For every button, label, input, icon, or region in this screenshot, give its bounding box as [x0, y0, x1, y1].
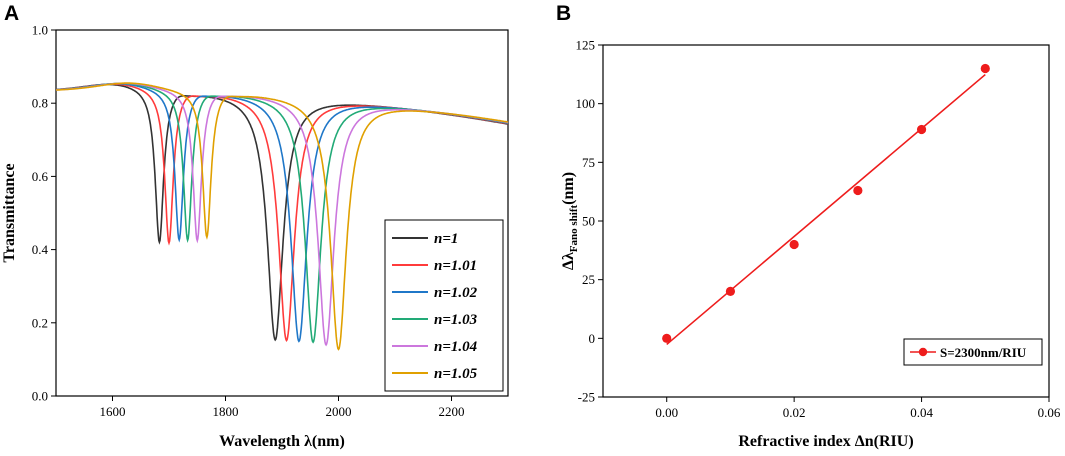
panel-b-points: [662, 63, 990, 343]
panel-b-xlabel: Refractive index Δn(RIU): [738, 433, 913, 450]
panel-b-y-tick-label: 125: [576, 38, 596, 53]
panel-a-y-tick-label: 1.0: [32, 23, 48, 38]
panel-b-x-tick-label: 0.00: [655, 405, 678, 420]
panel-a-label: A: [4, 2, 19, 25]
panel-b-y-tick-label: -25: [578, 390, 595, 405]
panel-a-ylabel: Transmittance: [1, 163, 18, 262]
panel-a-legend-label: n=1.03: [434, 312, 478, 328]
panel-a-legend-label: n=1.05: [434, 366, 478, 382]
panel-b-data-point: [662, 333, 672, 343]
panel-b-y-tick-label: 25: [582, 272, 595, 287]
panel-b-label: B: [556, 2, 571, 25]
panel-a-x-tick-label: 2200: [439, 404, 465, 419]
panel-a-frame: [55, 29, 509, 397]
panel-a-legend-entries: n=1 n=1.01 n=1.02 n=1.03 n=1.04 n=1.05: [392, 231, 478, 382]
panel-b-y-ticks: -25 0 25 50 75 100 125: [576, 38, 603, 405]
panel-a-legend-label: n=1.04: [434, 339, 478, 355]
panel-b-x-tick-label: 0.06: [1038, 405, 1061, 420]
panel-b-legend: S=2300nm/RIU: [903, 338, 1043, 366]
panel-a-legend: n=1 n=1.01 n=1.02 n=1.03 n=1.04 n=1.05: [384, 219, 504, 392]
panel-b-ylabel-sub: Fano shift: [568, 204, 580, 252]
panel-a-y-tick-label: 0.4: [32, 242, 49, 257]
panel-b-y-tick-label: 0: [589, 331, 596, 346]
panel-a-x-tick-label: 1600: [100, 404, 126, 419]
panel-b-x-ticks: 0.00 0.02 0.04 0.06: [655, 397, 1061, 420]
panel-a-legend-box: [384, 219, 504, 392]
panel-a-x-tick-label: 2000: [326, 404, 352, 419]
panel-b-data-point: [853, 185, 863, 196]
panel-a-y-tick-label: 0.8: [32, 96, 48, 111]
panel-b-y-tick-label: 75: [582, 155, 595, 170]
panel-a-y-tick-label: 0.6: [32, 169, 49, 184]
panel-a-y-tick-label: 0.0: [32, 389, 48, 404]
panel-b: B 0.00 0.02 0.04 0.06 -25 0 25 50 75 100 125 Refr…: [556, 2, 1061, 450]
panel-b-legend-marker: [918, 347, 928, 357]
panel-b-y-tick-label: 100: [576, 96, 596, 111]
panel-b-ylabel-tail: (nm): [560, 172, 577, 205]
panel-a-y-ticks: 0.0 0.2 0.4 0.6 0.8 1.0: [32, 23, 56, 404]
panel-b-x-tick-label: 0.04: [910, 405, 933, 420]
panel-b-y-tick-label: 50: [582, 214, 595, 229]
panel-b-data-point: [980, 63, 990, 74]
panel-b-data-point: [789, 239, 799, 250]
panel-b-ylabel-main: Δλ: [560, 252, 577, 270]
panel-a-x-ticks: 1600 1800 2000 2200: [100, 396, 465, 419]
panel-a-y-tick-label: 0.2: [32, 315, 48, 330]
panel-a-legend-label: n=1.02: [434, 285, 478, 301]
panel-b-legend-label: S=2300nm/RIU: [940, 345, 1027, 360]
panel-b-x-tick-label: 0.02: [783, 405, 806, 420]
panel-b-data-point: [916, 124, 927, 135]
panel-a-series: [56, 82, 509, 351]
panel-a: A 1600 1800 2000 2200 0.0 0.2 0.4 0.6 0.8 1.0 Wa…: [1, 2, 509, 450]
panel-a-xlabel: Wavelength λ(nm): [219, 433, 345, 450]
panel-b-fit-segment: [666, 73, 986, 346]
panel-a-legend-label: n=1: [434, 231, 458, 247]
panel-a-x-tick-label: 1800: [213, 404, 239, 419]
panel-a-legend-label: n=1.01: [434, 258, 477, 274]
panel-b-ylabel: ΔλFano shift(nm): [560, 172, 580, 270]
panel-a-series-line: [56, 82, 509, 351]
panel-b-fit-line: [666, 73, 986, 346]
panel-b-data-point: [725, 286, 736, 296]
